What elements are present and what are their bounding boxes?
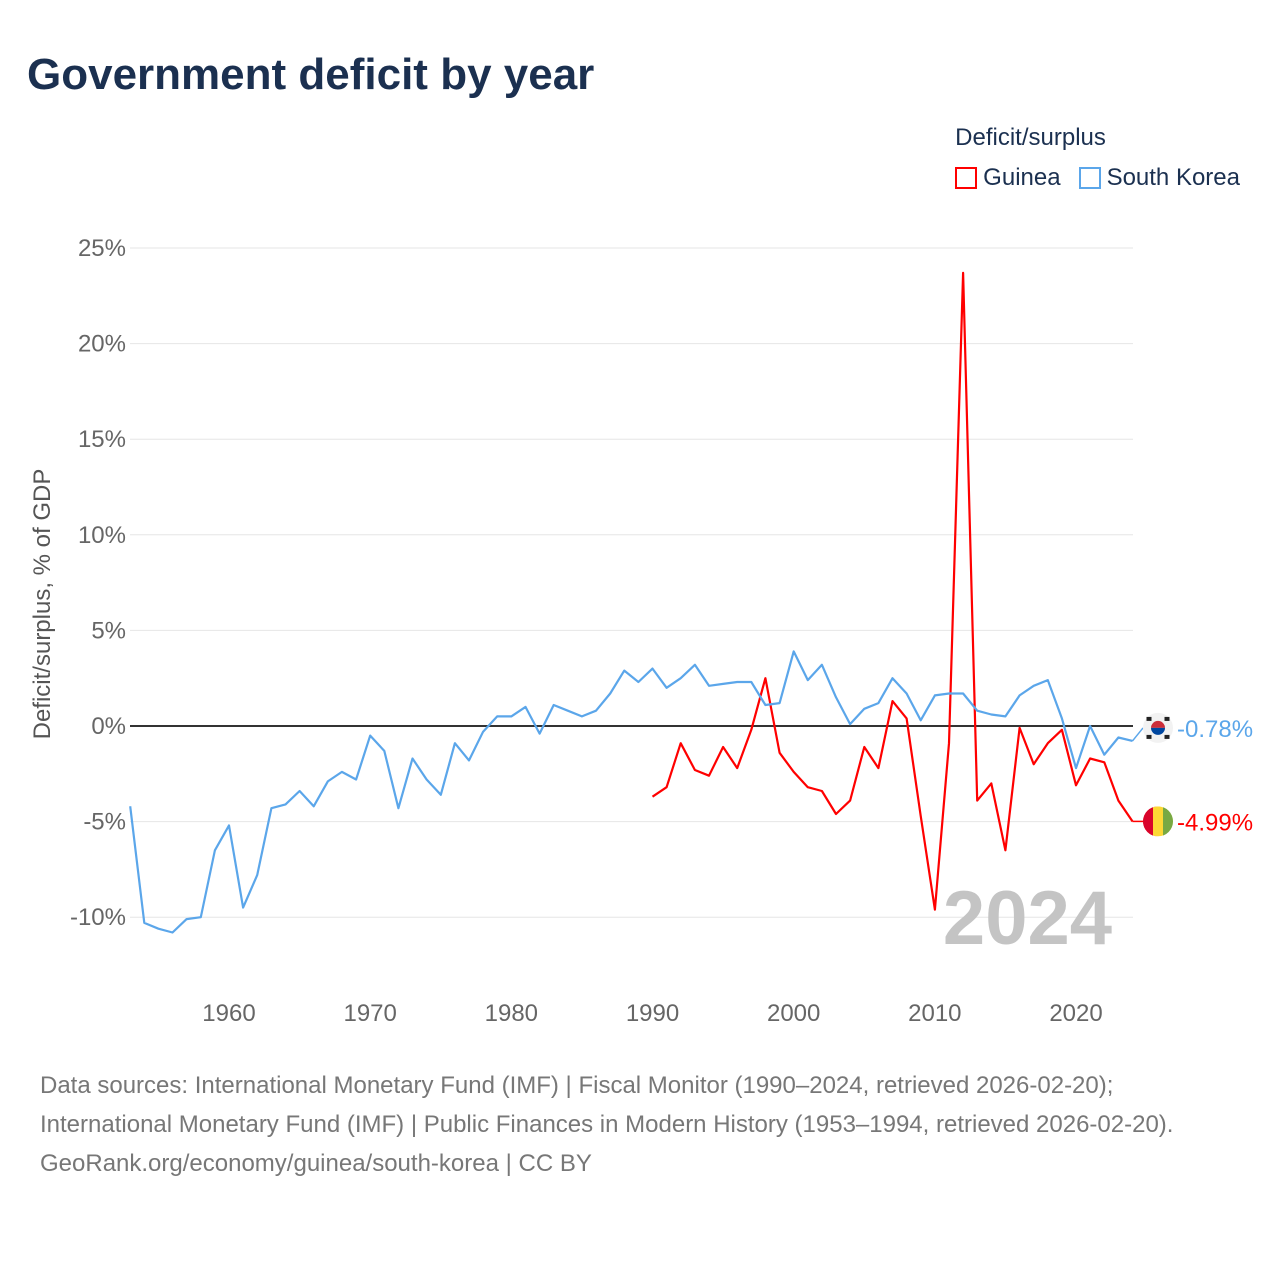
legend: Deficit/surplus Guinea South Korea [955,124,1240,192]
series-line-south-korea [129,650,1133,934]
x-tick-label: 1990 [626,1000,679,1027]
y-tick-label: 10% [78,522,126,549]
y-tick-label: 20% [78,331,126,358]
end-value-label-guinea: -4.99% [1177,809,1253,836]
series-line-guinea [651,271,1134,911]
x-tick-label: 1960 [202,1000,255,1027]
y-tick-label: 0% [91,713,126,740]
chart-title: Government deficit by year [27,50,595,99]
flag-red [1151,720,1165,728]
flag-icon-south-korea [1143,712,1173,743]
data-sources: Data sources: International Monetary Fun… [40,1072,1174,1138]
chart-svg: -10% -5% 0% 5% 10% 15% 20% 25% 1960 1970 1980 1990 2… [29,235,1253,1027]
footer: Data sources: International Monetary Fun… [40,1066,1240,1183]
x-tick-label: 2020 [1049,1000,1102,1027]
legend-label-guinea: Guinea [983,164,1061,191]
y-tick-label: 5% [91,617,126,644]
source-link[interactable]: GeoRank.org/economy/guinea/south-korea |… [40,1150,592,1177]
legend-swatch-guinea [955,167,978,189]
x-tick-label: 2010 [908,1000,961,1027]
flag-green-band [1163,806,1173,837]
end-value-label-south-korea: -0.78% [1177,716,1253,743]
trigram [1146,716,1152,721]
trigram [1146,734,1152,739]
legend-title: Deficit/surplus [955,124,1106,151]
trigram [1164,734,1170,739]
x-tick-label: 1980 [485,1000,538,1027]
legend-item-south-korea[interactable]: South Korea [1078,164,1240,192]
legend-label-south-korea: South Korea [1106,164,1240,191]
legend-swatch-south-korea [1078,167,1101,189]
y-tick-label: -5% [83,809,126,836]
x-tick-label: 2000 [767,1000,820,1027]
flag-red-band [1143,806,1153,837]
year-watermark: 2024 [943,876,1112,961]
y-tick-label: 25% [78,235,126,262]
end-connector [1131,727,1144,742]
x-tick-label: 1970 [343,1000,396,1027]
y-tick-label: -10% [70,904,126,931]
flag-blue [1151,727,1165,735]
legend-item-guinea[interactable]: Guinea [955,164,1061,192]
flag-icon-guinea [1143,806,1173,837]
y-tick-label: 15% [78,426,126,453]
trigram [1164,716,1170,721]
y-axis-label: Deficit/surplus, % of GDP [29,469,56,740]
